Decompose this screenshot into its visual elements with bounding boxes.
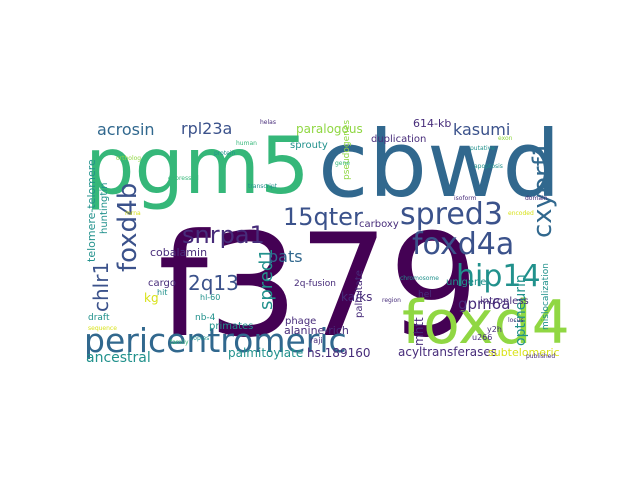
cloud-word: mrna <box>125 210 141 217</box>
cloud-word: protein <box>214 150 236 157</box>
cloud-word: primates <box>209 321 253 332</box>
cloud-word: hs.189160 <box>307 346 370 360</box>
cloud-word: acrosin <box>97 120 155 139</box>
cloud-word: hel <box>418 290 432 300</box>
cloud-word: spred3 <box>400 197 503 232</box>
cloud-word: palmitoylate <box>228 346 303 360</box>
cloud-word: draft <box>88 313 110 323</box>
cloud-words: f379cbwdpgm5foxd4pericentromericfoxd4asp… <box>84 111 570 369</box>
cloud-word: sequence <box>88 325 117 332</box>
cloud-word: domain <box>525 195 548 202</box>
cloud-word: region <box>382 297 401 304</box>
cloud-word: paralogous <box>296 122 363 136</box>
cloud-word: gene <box>335 160 350 167</box>
cloud-word: y2h <box>487 325 502 334</box>
cloud-word: pgm5 <box>85 122 310 212</box>
cloud-word: ka/ks <box>341 290 372 304</box>
cloud-word: foxd4b <box>113 183 143 272</box>
cloud-word: 2q-fusion <box>294 279 336 289</box>
cloud-word: optineurin <box>513 274 529 346</box>
cloud-word: unigene <box>446 277 486 288</box>
cloud-word: telomere-telomere <box>85 159 98 262</box>
cloud-word: nb-4 <box>195 313 216 323</box>
cloud-word: copies <box>190 335 209 342</box>
cloud-word: carboxy <box>359 219 399 230</box>
cloud-word: mhtt <box>412 317 426 346</box>
cloud-word: palmitate <box>354 270 365 318</box>
cloud-word: acyltransferases <box>398 345 497 359</box>
cloud-word: cbwd <box>318 111 561 218</box>
cloud-word: cxyorf1 <box>528 141 558 238</box>
cloud-word: 614-kb <box>413 117 451 130</box>
cloud-word: alanine-rich <box>284 324 349 337</box>
cloud-word: apoptosis <box>474 163 503 170</box>
cloud-word: intronless <box>480 296 529 307</box>
cloud-word: spred1 <box>256 248 277 310</box>
cloud-word: 15qter <box>283 203 363 231</box>
cloud-word: snrpa1 <box>182 221 265 249</box>
cloud-word: expressed <box>168 175 199 182</box>
cloud-canvas <box>80 120 560 360</box>
cloud-word: pseudogenes <box>342 120 352 180</box>
cloud-word: helas <box>260 119 276 126</box>
cloud-word: raji <box>310 336 323 345</box>
cloud-word: family <box>170 339 189 346</box>
cloud-word: pericentromeric <box>84 321 347 360</box>
cloud-word: exon <box>498 135 513 142</box>
cloud-word: u266 <box>472 333 492 342</box>
cloud-word: mislocalization <box>541 263 551 330</box>
cloud-word: f379 <box>158 204 479 369</box>
cloud-word: cobalamin <box>150 246 207 259</box>
cloud-word: putative <box>470 145 495 152</box>
cloud-word: chromosome <box>400 275 439 282</box>
cloud-word: pats <box>268 247 303 266</box>
cloud-word: ancestral <box>86 350 151 366</box>
cloud-word: kg <box>144 291 159 305</box>
cloud-word: ortholog <box>116 155 141 162</box>
cloud-word: foxd4a <box>412 227 514 262</box>
cloud-word: hl-60 <box>200 293 220 302</box>
cloud-word: cargo <box>148 278 176 289</box>
cloud-word: phage <box>285 316 316 327</box>
cloud-word: sprouty <box>290 140 328 151</box>
cloud-word: hip14 <box>456 259 541 294</box>
cloud-word: foxd4 <box>402 288 570 358</box>
cloud-word: transcript <box>248 183 278 190</box>
cloud-word: locus <box>508 317 524 324</box>
cloud-word: kasumi <box>453 120 510 139</box>
cloud-word: duplication <box>371 134 426 145</box>
cloud-word: huntingtin <box>99 183 110 234</box>
cloud-word: 2q13 <box>188 271 239 295</box>
cloud-word: rpl23a <box>181 119 232 138</box>
cloud-word: gpm6a <box>458 295 510 313</box>
cloud-word: chlr1 <box>89 262 113 312</box>
cloud-word: human <box>236 140 257 147</box>
cloud-word: encoded <box>508 210 534 217</box>
cloud-word: hit <box>157 288 167 297</box>
cloud-word: published <box>526 353 555 360</box>
cloud-word: isoform <box>454 195 477 202</box>
cloud-word: subtelomeric <box>488 346 560 359</box>
